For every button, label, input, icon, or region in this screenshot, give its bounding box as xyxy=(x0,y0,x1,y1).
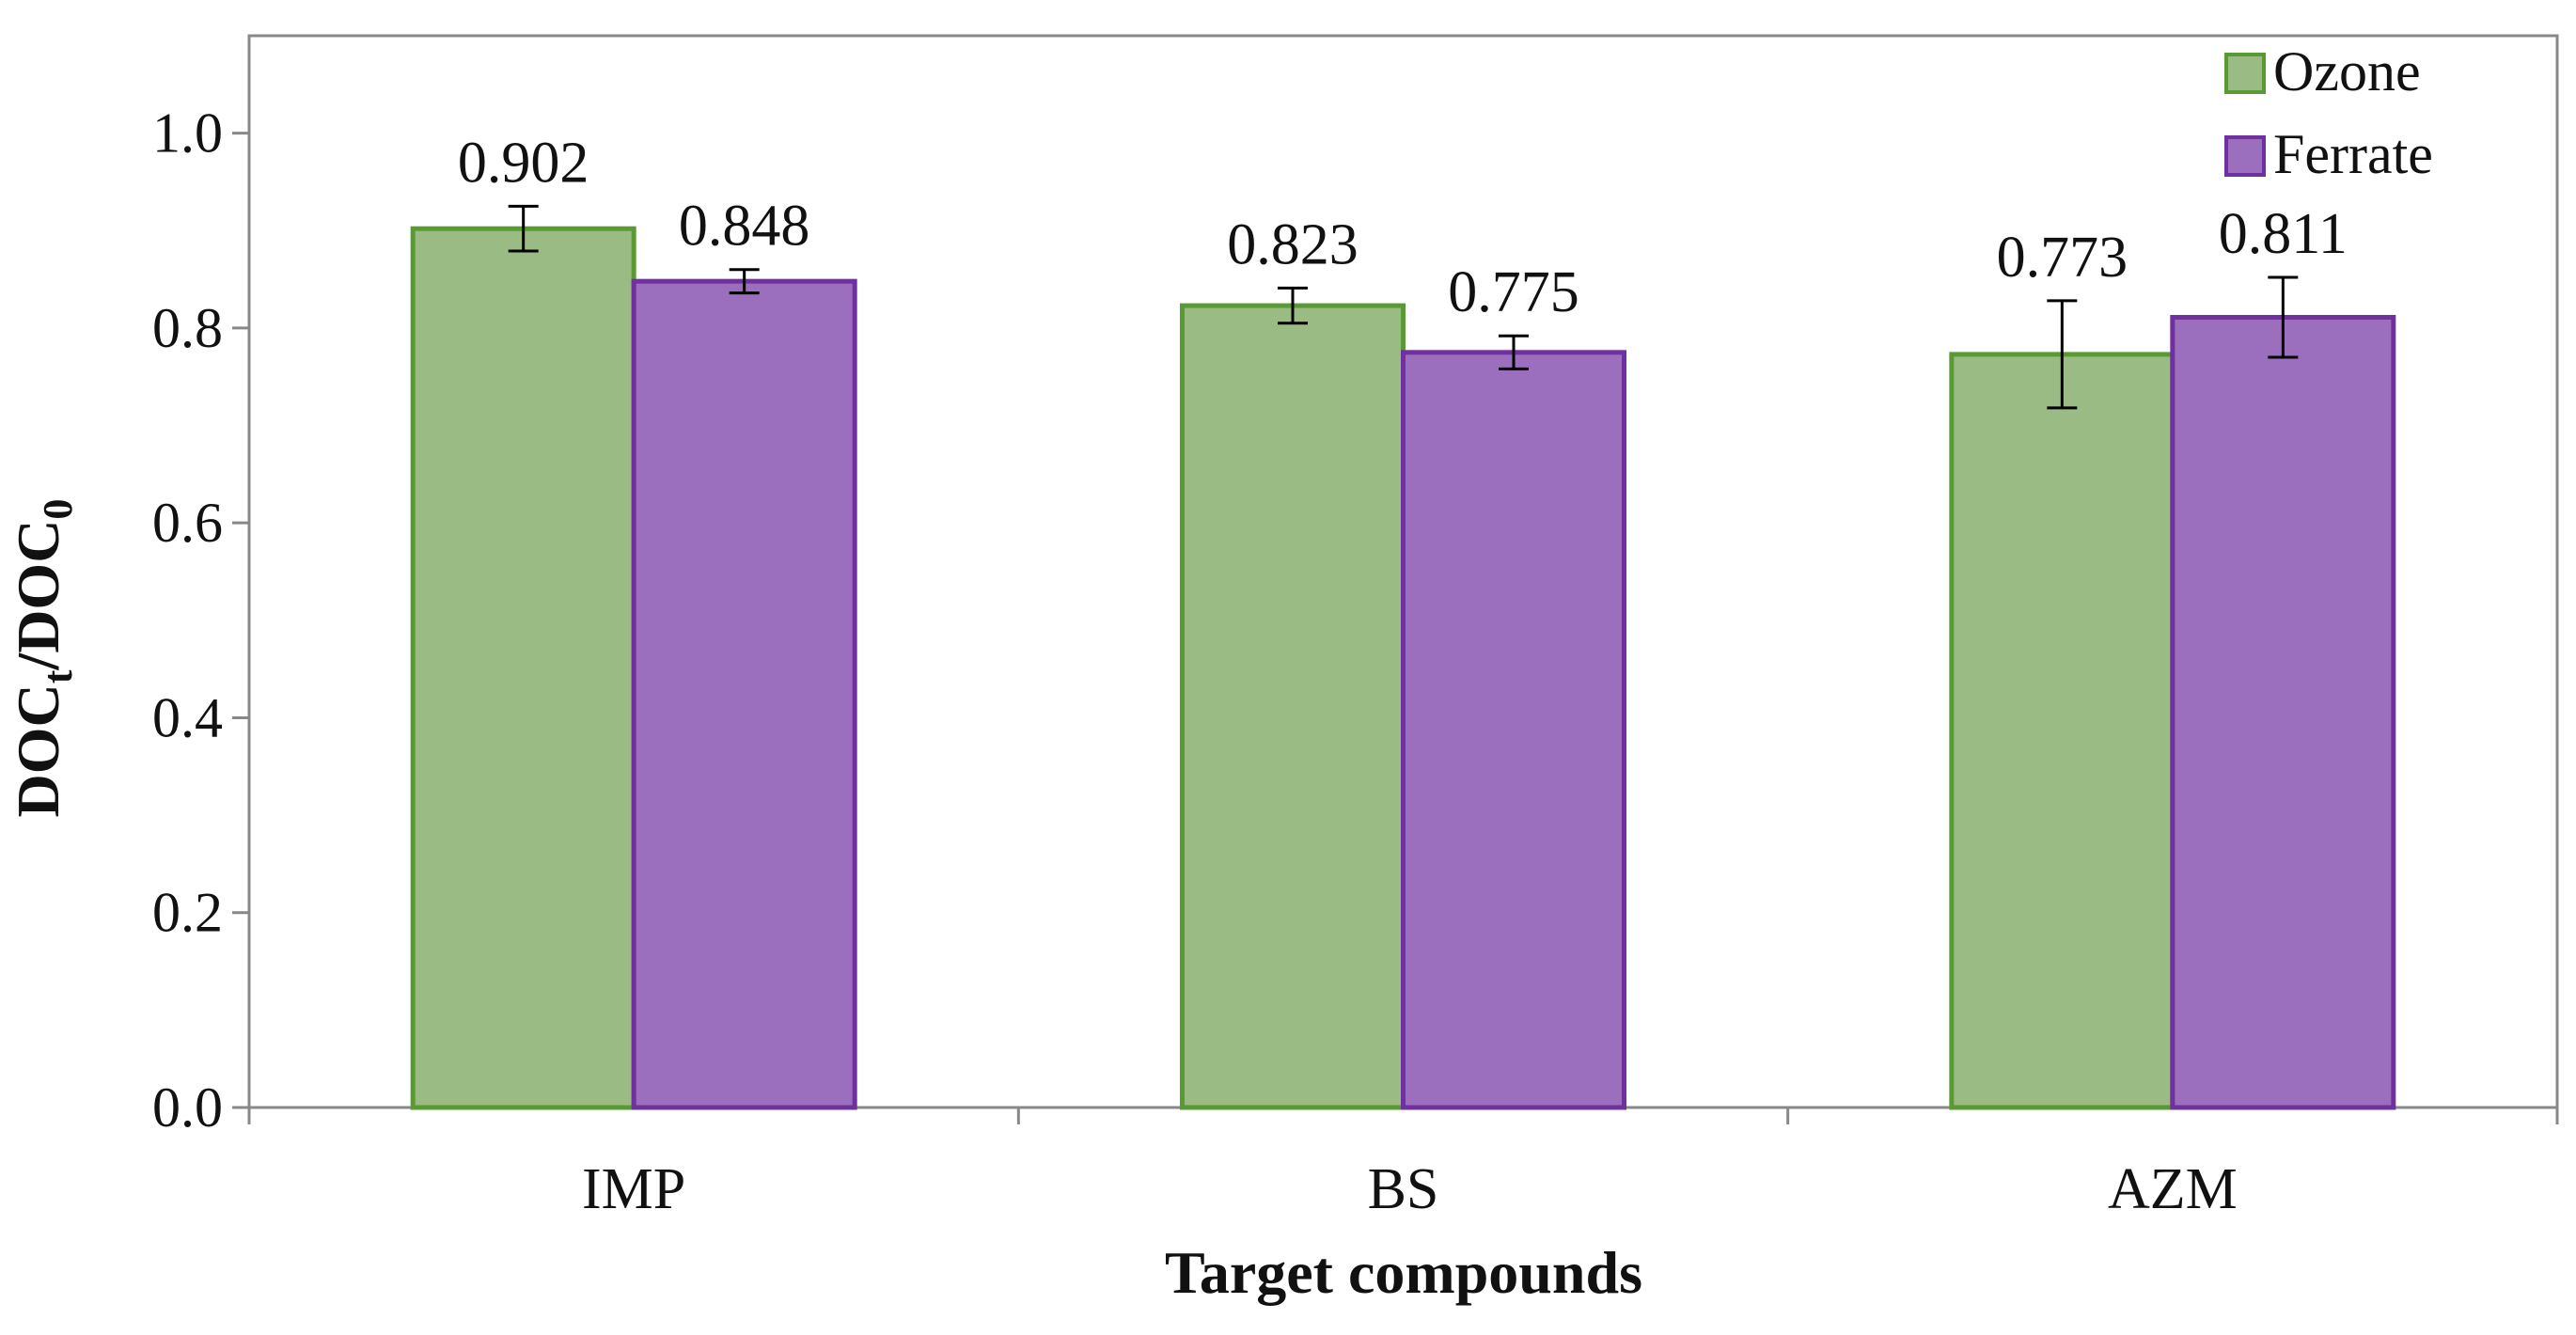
legend-label-ozone: Ozone xyxy=(2273,40,2421,102)
x-category-label: AZM xyxy=(2108,1157,2238,1221)
bar-ferrate-azm xyxy=(2170,315,2396,1110)
x-category-label: BS xyxy=(1368,1157,1439,1221)
plot-area: 0.0 0.2 0.4 0.6 0.8 1.0 0.902 0.848 IMP 0.823 0.77… xyxy=(152,34,2559,1221)
legend-swatch-ozone xyxy=(2224,53,2266,94)
y-tick-label: 0.0 xyxy=(152,1076,223,1139)
y-tick-label: 0.4 xyxy=(152,686,223,748)
data-label: 0.811 xyxy=(2219,202,2348,266)
x-category-label: IMP xyxy=(582,1157,685,1221)
y-tick-label: 0.8 xyxy=(152,297,223,359)
bar-ozone-azm xyxy=(1949,352,2175,1110)
data-label: 0.773 xyxy=(1997,226,2128,290)
data-label: 0.823 xyxy=(1227,212,1359,276)
x-axis-title: Target compounds xyxy=(1165,1239,1642,1306)
legend-label-ferrate: Ferrate xyxy=(2273,123,2433,185)
y-axis-title: DOCt/DOC0 xyxy=(5,499,81,818)
data-label: 0.902 xyxy=(458,131,589,195)
bar-ferrate-bs xyxy=(1401,350,1626,1110)
legend-swatch-ferrate xyxy=(2224,135,2266,177)
y-tick-label: 0.2 xyxy=(152,882,223,944)
y-tick-label: 1.0 xyxy=(152,102,223,165)
bar-ozone-imp xyxy=(410,226,636,1110)
bar-ozone-bs xyxy=(1180,303,1406,1110)
data-label: 0.848 xyxy=(679,195,810,259)
data-label: 0.775 xyxy=(1448,260,1579,324)
bar-ferrate-imp xyxy=(631,278,857,1110)
y-tick-label: 0.6 xyxy=(152,492,223,554)
